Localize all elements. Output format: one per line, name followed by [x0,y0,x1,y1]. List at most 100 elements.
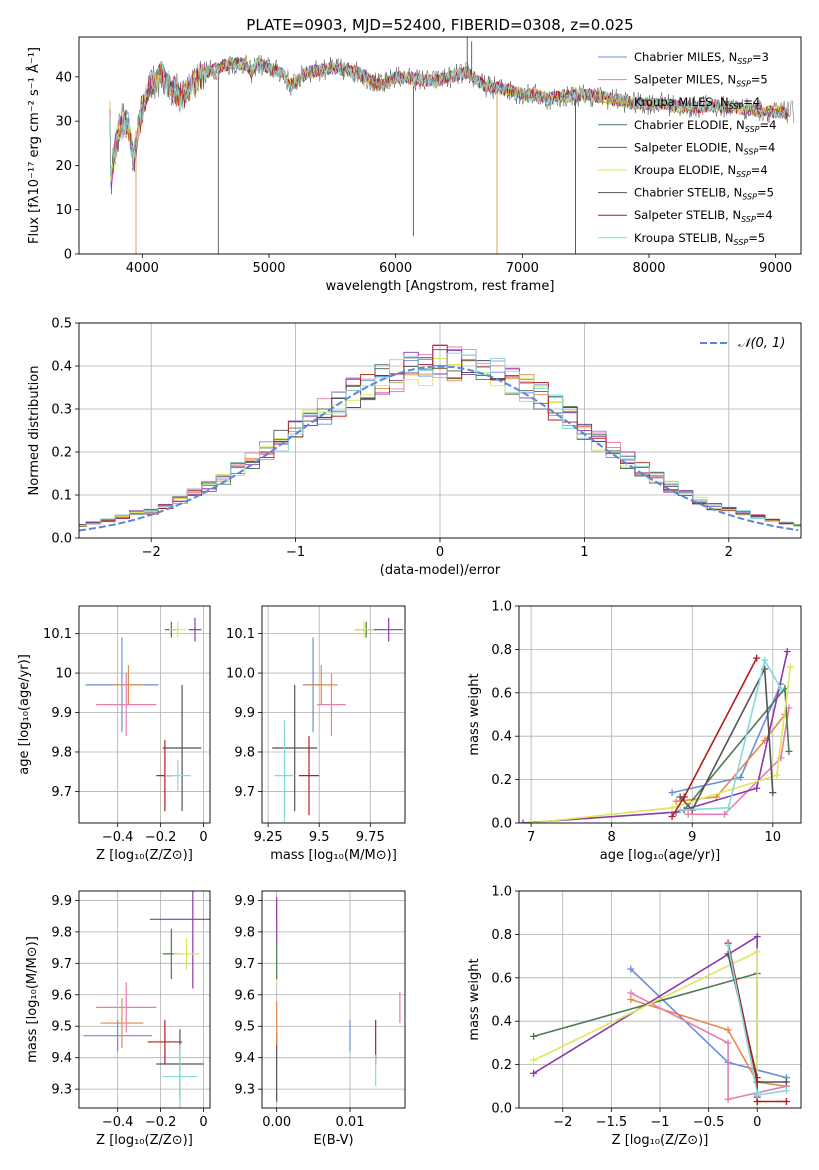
errorbar-point [147,1019,183,1064]
axes-spectrum: 4000 5000 6000 7000 8000 9000 0 10 20 30 40 wavelen… [26,36,802,294]
y-tick-label: 0.5 [51,317,72,332]
y-tick-label: 10.1 [43,627,72,642]
x-tick-label: −0.2 [145,1115,177,1130]
legend-label-suffix: =4 [751,163,768,177]
errorbar-point [113,665,144,705]
weight-line [630,998,787,1088]
weight-marker [753,1097,761,1105]
weight-marker [672,797,680,805]
errorbar-point [169,621,187,638]
weight-marker [753,1104,761,1108]
y-tick-label: 0.2 [51,446,72,461]
y-axis-label: mass weight [467,673,482,755]
figure-title: PLATE=0903, MJD=52400, FIBERID=0308, z=0… [246,16,633,34]
y-tick-label: 10 [55,667,72,682]
x-tick-label: 0 [199,830,207,845]
x-tick-label: −0.4 [102,1115,134,1130]
weight-marker [753,948,761,956]
errorbar-point [374,617,403,642]
weight-marker [769,789,777,797]
weight-marker [668,804,676,812]
weight-marker [737,773,745,781]
legend-label-sub: SSP [734,238,749,247]
weight-marker [724,941,732,949]
weight-marker [787,663,795,671]
histogram-step [79,345,801,527]
y-tick-label: 9.4 [234,1051,255,1066]
legend-label: Salpeter STELIB, NSSP=4 [634,208,773,224]
weight-marker [668,812,676,820]
x-axis-label: mass [log₁₀(M/M⊙)] [270,848,397,863]
y-tick-label: 9.7 [234,785,255,800]
weight-marker [753,784,761,792]
weight-marker [761,656,769,664]
plot-area-weight_vs_age [519,648,795,823]
spectrum-line [109,57,789,177]
y-tick-label: 9.9 [234,894,255,909]
histogram-step [79,358,801,527]
weight-marker [724,1026,732,1034]
legend-label-main: Kroupa ELODIE, N [634,163,736,177]
axes-weight_vs_Z: −2 −1.5 −1 −0.5 0 0.0 0.2 0.4 0.6 0.8 1.0 Z [log₁₀(… [467,885,802,1148]
legend-label-sub: SSP [745,125,760,134]
errorbar-point [149,891,210,989]
legend-label-suffix: =5 [757,186,774,200]
plot-area-mass_vs_ebv [276,897,401,1102]
x-tick-label: −0.4 [102,830,134,845]
legend-label: 𝒩(0, 1) [738,336,785,351]
weight-line [522,651,789,823]
errorbar-point [317,673,346,737]
weight-line [680,658,782,811]
x-tick-label: −2 [142,545,161,560]
histogram-step [79,352,801,527]
y-tick-label: 40 [55,70,72,85]
axes-mass_vs_Z: −0.4 −0.2 0 9.3 9.4 9.5 9.6 9.7 9.8 9.9 Z [log₁₀(Z… [25,890,211,1148]
x-axis-label: Z [log₁₀(Z/Z⊙)] [96,1133,193,1148]
x-tick-label: 7 [527,830,535,845]
legend-label-sub: SSP [736,80,751,89]
spectrum-line [109,56,789,189]
x-tick-label: 8 [608,830,616,845]
x-tick-label: −0.2 [145,830,177,845]
axes-mass_vs_ebv: 0.00 0.01 9.3 9.4 9.5 9.6 9.7 9.8 9.9 E(B-V) [234,890,406,1148]
legend-label: Kroupa STELIB, NSSP=5 [634,231,765,247]
plot-area-spectrum [109,37,795,254]
x-axis-label: E(B-V) [313,1133,353,1148]
legend-label: Salpeter ELODIE, NSSP=4 [634,140,775,156]
errorbar-point [162,684,202,812]
y-tick-label: 9.9 [51,894,72,909]
x-tick-label: 8000 [632,261,665,276]
weight-marker [668,789,676,797]
x-tick-label: 6000 [379,261,412,276]
y-axis-label: Normed distribution [27,366,42,496]
weight-marker [783,648,791,656]
weight-marker [680,793,688,801]
weight-marker [676,806,684,814]
legend-label-suffix: =3 [752,50,769,64]
y-tick-label: 0.6 [491,971,512,986]
x-tick-label: 0 [753,1115,761,1130]
legend-label-suffix: =4 [758,140,775,154]
y-tick-label: 9.7 [51,957,72,972]
weight-marker [627,989,635,997]
errorbar-point [274,720,295,823]
legend-label-suffix: =5 [748,231,765,245]
axes-frame [78,890,211,1109]
legend-label-main: Kroupa MILES, N [634,95,729,109]
axes-age_vs_Z: −0.4 −0.2 0 9.7 9.8 9.9 10 10.1 Z [log₁₀(Z/Z⊙)] a… [17,605,211,863]
axes-frame [78,605,211,824]
errorbar-point [83,1019,153,1052]
weight-marker [530,1056,538,1064]
errorbar-point [173,938,200,970]
x-tick-label: −1 [650,1115,669,1130]
legend-label: Kroupa MILES, NSSP=4 [634,95,760,111]
y-tick-label: 1.0 [491,885,512,900]
y-tick-label: 9.3 [51,1083,72,1098]
axes-frame [518,890,802,1109]
legend-label: Chabrier MILES, NSSP=3 [634,50,769,66]
y-tick-label: 0.4 [491,730,512,745]
y-tick-label: 10 [55,203,72,218]
weight-marker [627,996,635,1003]
